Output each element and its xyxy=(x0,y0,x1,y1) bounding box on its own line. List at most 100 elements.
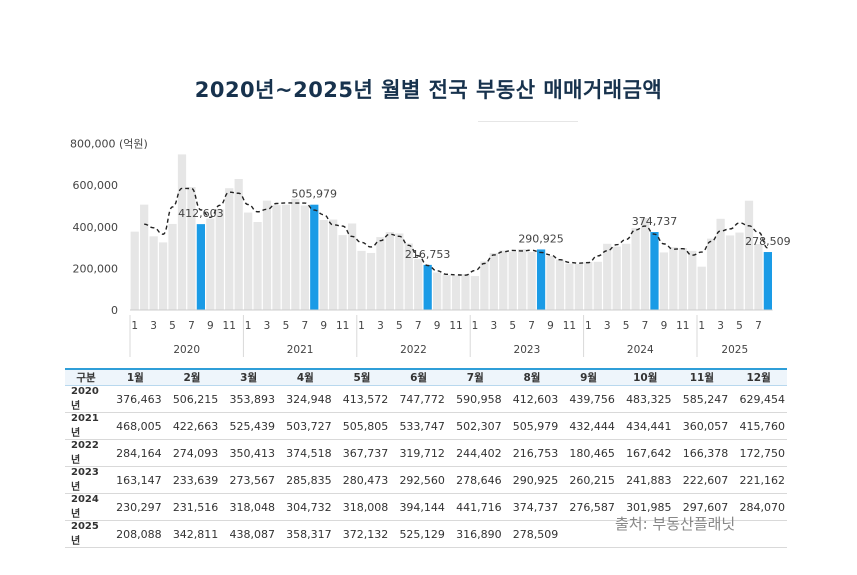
table-cell: 533,747 xyxy=(390,412,447,440)
x-tick-label: 9 xyxy=(320,320,327,332)
bar xyxy=(546,255,555,310)
bar xyxy=(612,246,621,310)
x-tick-label: 7 xyxy=(642,320,649,332)
highlighted-bar xyxy=(650,232,659,310)
table-cell: 412,603 xyxy=(503,385,561,413)
x-tick-label: 11 xyxy=(223,320,236,332)
table-header-cell: 2월 xyxy=(163,368,221,386)
table-cell: 422,663 xyxy=(163,412,221,440)
table-header-cell: 12월 xyxy=(730,368,787,386)
table-header-cell: 4월 xyxy=(276,368,334,386)
table-cell: 525,129 xyxy=(390,520,447,548)
x-tick-label: 7 xyxy=(301,320,308,332)
x-tick-label: 3 xyxy=(377,320,384,332)
x-tick-label: 9 xyxy=(547,320,554,332)
table-cell: 318,008 xyxy=(333,493,391,521)
y-tick-label: 0 xyxy=(111,304,118,317)
table-cell: 505,979 xyxy=(503,412,561,440)
bar xyxy=(659,252,669,310)
table-body: 2020년 376,463 506,215 353,893 324,948 413,572… xyxy=(65,385,787,548)
bar xyxy=(489,253,498,310)
table-cell: 276,587 xyxy=(560,493,617,521)
bar xyxy=(565,263,574,310)
x-tick-label: 11 xyxy=(336,320,349,332)
table-row: 2021년 468,005 422,663 525,439 503,727 505,805… xyxy=(65,412,787,440)
bar xyxy=(140,204,149,310)
table-cell: 374,518 xyxy=(276,439,334,467)
data-label: 412,603 xyxy=(178,207,224,220)
bar xyxy=(499,250,508,310)
table-cell: 502,307 xyxy=(446,412,504,440)
table-header-cell: 8월 xyxy=(503,368,561,386)
x-tick-label: 5 xyxy=(283,320,290,332)
table-cell: 525,439 xyxy=(220,412,277,440)
year-label: 2020 xyxy=(173,344,200,356)
table-cell: 367,737 xyxy=(333,439,391,467)
trend-line xyxy=(144,187,769,276)
table-header-cell: 9월 xyxy=(560,368,617,386)
table-cell: 230,297 xyxy=(107,493,164,521)
table-header-cell: 6월 xyxy=(390,368,447,386)
table-cell: 376,463 xyxy=(107,385,164,413)
bar-chart: 0 200,000 400,000 600,000 800,000 (억원) 412,6… xyxy=(70,138,791,357)
table-cell: 241,883 xyxy=(616,466,674,494)
bar xyxy=(480,261,489,310)
bar xyxy=(678,248,687,310)
bar xyxy=(603,243,612,310)
bar xyxy=(319,219,328,310)
x-tick-label: 11 xyxy=(563,320,576,332)
bar xyxy=(168,223,177,310)
table-cell: 273,567 xyxy=(220,466,277,494)
table-cell: 353,893 xyxy=(220,385,277,413)
x-tick-label: 5 xyxy=(509,320,516,332)
bar xyxy=(253,222,262,310)
table-cell xyxy=(673,520,731,548)
table-cell: 319,712 xyxy=(390,439,447,467)
table-cell: 222,607 xyxy=(673,466,731,494)
bar xyxy=(158,242,168,310)
table-header-cell: 10월 xyxy=(616,368,674,386)
table-row: 2022년 284,164 274,093 350,413 374,518 367,737… xyxy=(65,439,787,467)
table-cell: 360,057 xyxy=(673,412,731,440)
table-cell: 590,958 xyxy=(446,385,504,413)
table-cell: 432,444 xyxy=(560,412,617,440)
bar xyxy=(206,218,215,310)
bar xyxy=(177,154,187,310)
table-header-cell: 7월 xyxy=(446,368,504,386)
x-tick-label: 3 xyxy=(604,320,611,332)
table-cell: 221,162 xyxy=(730,466,787,494)
highlighted-bar xyxy=(310,204,319,310)
x-tick-label: 3 xyxy=(717,320,724,332)
table-row: 2025년 208,088 342,811 438,087 358,317 372,132… xyxy=(65,520,787,548)
data-labels: 412,603 505,979 216,753 290,925 374,737 278,5… xyxy=(178,188,791,261)
bar xyxy=(149,236,158,310)
bar xyxy=(622,243,631,310)
year-label: 2023 xyxy=(514,344,541,356)
data-table: 구분 1월 2월 3월 4월 5월 6월 7월 8월 9월 10월 11월 12월 2020년 376,4… xyxy=(65,368,787,548)
row-label: 2021년 xyxy=(65,412,107,440)
x-tick-label: 7 xyxy=(528,320,535,332)
bar xyxy=(187,187,196,310)
bar xyxy=(735,232,744,310)
table-cell xyxy=(560,520,617,548)
table-cell: 350,413 xyxy=(220,439,277,467)
bar xyxy=(281,204,291,310)
table-header-cell: 5월 xyxy=(333,368,391,386)
table-cell: 468,005 xyxy=(107,412,164,440)
data-label: 374,737 xyxy=(632,215,678,228)
x-tick-label: 1 xyxy=(698,320,705,332)
table-cell: 274,093 xyxy=(163,439,221,467)
bar xyxy=(385,232,394,310)
table-cell: 324,948 xyxy=(276,385,334,413)
x-tick-label: 1 xyxy=(245,320,252,332)
table-cell: 280,473 xyxy=(333,466,391,494)
x-tick-label: 3 xyxy=(264,320,271,332)
bar xyxy=(707,238,716,310)
bar xyxy=(376,237,385,310)
year-label: 2021 xyxy=(287,344,314,356)
bar xyxy=(291,198,300,310)
bar xyxy=(744,200,754,310)
table-cell xyxy=(730,520,787,548)
bar xyxy=(329,219,338,310)
